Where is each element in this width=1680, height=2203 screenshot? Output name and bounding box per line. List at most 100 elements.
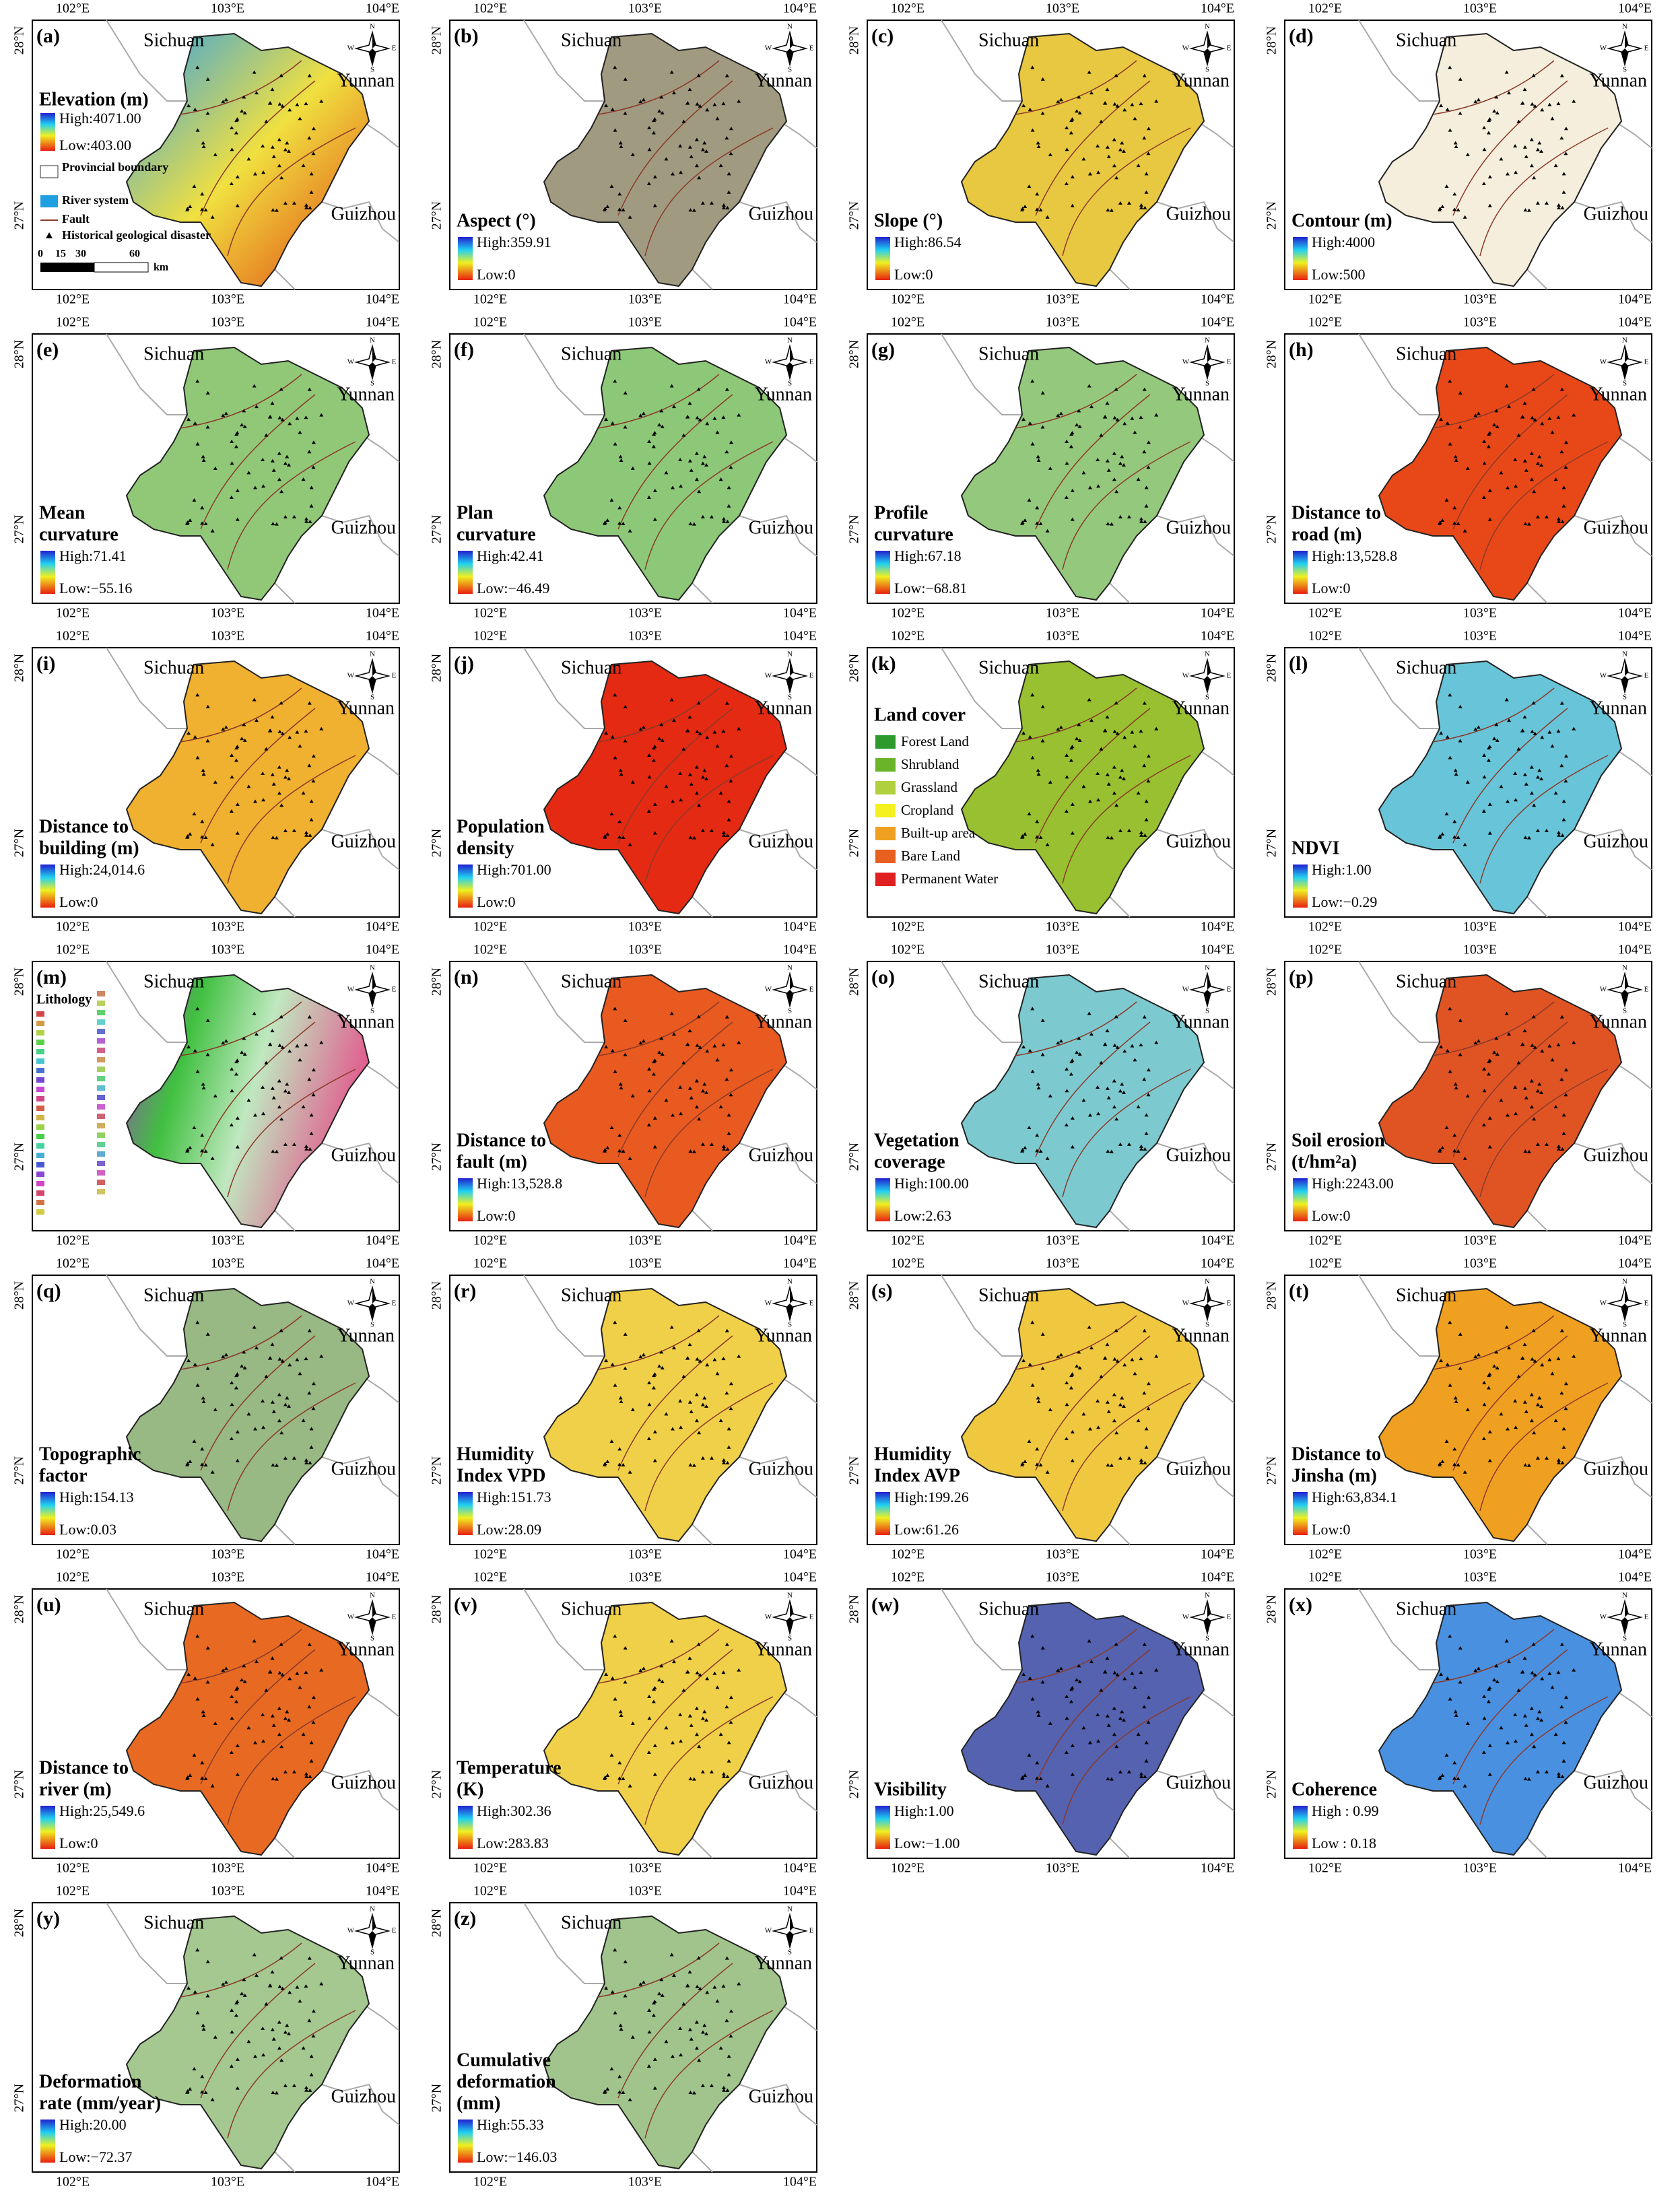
province-boundary [321,1769,400,1812]
disaster-point [1028,107,1032,111]
disaster-point [280,1986,285,1990]
disaster-point [298,116,302,121]
lat-tick-label: 27°N [12,515,27,543]
lon-tick-label: 104°E [366,292,399,307]
disaster-point [201,1400,206,1404]
disaster-point [1482,147,1487,151]
disaster-point [715,1371,720,1376]
province-boundary [321,828,400,871]
compass-letter: W [765,672,772,680]
disaster-point [727,2054,731,2058]
disaster-point [1465,1093,1470,1097]
legend-swatch [97,1010,105,1015]
disaster-point [210,215,215,219]
disaster-point [628,2097,632,2101]
disaster-point [1040,1366,1045,1370]
panel-title: rate (mm/year) [39,2093,161,2113]
province-boundary [362,1689,400,1718]
disaster-point [1133,1058,1137,1062]
disaster-point [652,118,657,123]
province-label: Yunnan [1172,698,1230,718]
disaster-point [1465,780,1470,784]
province-label: Sichuan [1396,971,1456,992]
lon-tick-label: 103°E [211,943,244,957]
disaster-point [287,2031,292,2035]
legend-label: River system [62,193,129,207]
disaster-point [1458,391,1463,395]
disaster-point [737,1668,741,1672]
province-boundary [739,828,817,871]
disaster-point [609,184,614,188]
fault-line [617,80,733,216]
lon-tick-label: 103°E [1046,943,1079,957]
province-label: Sichuan [561,1912,621,1933]
disaster-point [287,463,292,467]
disaster-point [1087,1639,1091,1643]
province-boundary [321,2083,400,2126]
lon-tick-label: 102°E [56,1233,90,1248]
lon-tick-label: 103°E [1046,1256,1079,1271]
disaster-point [1099,119,1104,123]
disaster-point [630,1407,635,1411]
disaster-point [652,1116,657,1120]
province-label: Yunnan [1589,384,1647,405]
province-label: Guizhou [331,1772,396,1793]
province-label: Sichuan [143,1598,204,1619]
disaster-point [1087,1325,1091,1329]
fault-line [1035,394,1151,530]
disaster-point [700,1769,705,1773]
disaster-point [1556,729,1561,733]
compass-letter: N [787,23,793,31]
disaster-point [1561,1740,1566,1744]
disaster-point [1438,1775,1442,1779]
disaster-point [652,2086,657,2090]
panel-label: (t) [1289,1280,1309,1302]
lon-tick-label: 102°E [891,606,925,621]
disaster-point [685,1670,690,1674]
disaster-point [287,1718,292,1722]
lon-tick-label: 103°E [628,943,662,957]
panel-title: (t/hm²a) [1291,1151,1357,1172]
map-panel: 102°E102°E103°E103°E104°E104°E28°N27°N(w… [847,1570,1235,1876]
lon-tick-label: 102°E [56,629,90,644]
panel-label: (v) [454,1594,477,1616]
disaster-point [603,1461,607,1465]
disaster-point [307,136,312,140]
disaster-point [638,1668,643,1672]
disaster-point [670,1113,675,1117]
disaster-point [659,722,664,726]
disaster-point [1560,833,1565,837]
disaster-point [1514,798,1518,802]
disaster-point [298,1999,302,2003]
fault-line [1452,394,1568,530]
disaster-point [242,95,246,99]
lat-tick-label: 27°N [430,829,444,857]
disaster-point [1456,522,1460,526]
disaster-point [1106,1723,1111,1727]
disaster-point [1087,384,1091,388]
compass-letter: N [370,23,375,31]
disaster-point [1564,1406,1568,1411]
lon-tick-label: 104°E [1201,1547,1234,1562]
disaster-point [721,1984,726,1988]
disaster-point [671,1346,676,1350]
disaster-point [696,387,701,391]
disaster-point [1030,1320,1035,1324]
disaster-point [1023,1146,1028,1150]
disaster-point [242,110,247,114]
disaster-point [1514,170,1518,174]
disaster-point [1513,144,1518,148]
disaster-point [1048,466,1052,470]
disaster-point [704,776,709,780]
disaster-point [279,1015,283,1019]
panel-label: (z) [454,1907,476,1930]
disaster-point [1122,1404,1127,1408]
disaster-point [694,451,699,455]
disaster-point [1139,1460,1144,1464]
disaster-point [1560,1460,1565,1464]
disaster-point [309,172,314,176]
disaster-point [700,514,705,518]
disaster-point [307,73,312,77]
disaster-point [1105,1029,1110,1033]
disaster-point [193,421,197,425]
